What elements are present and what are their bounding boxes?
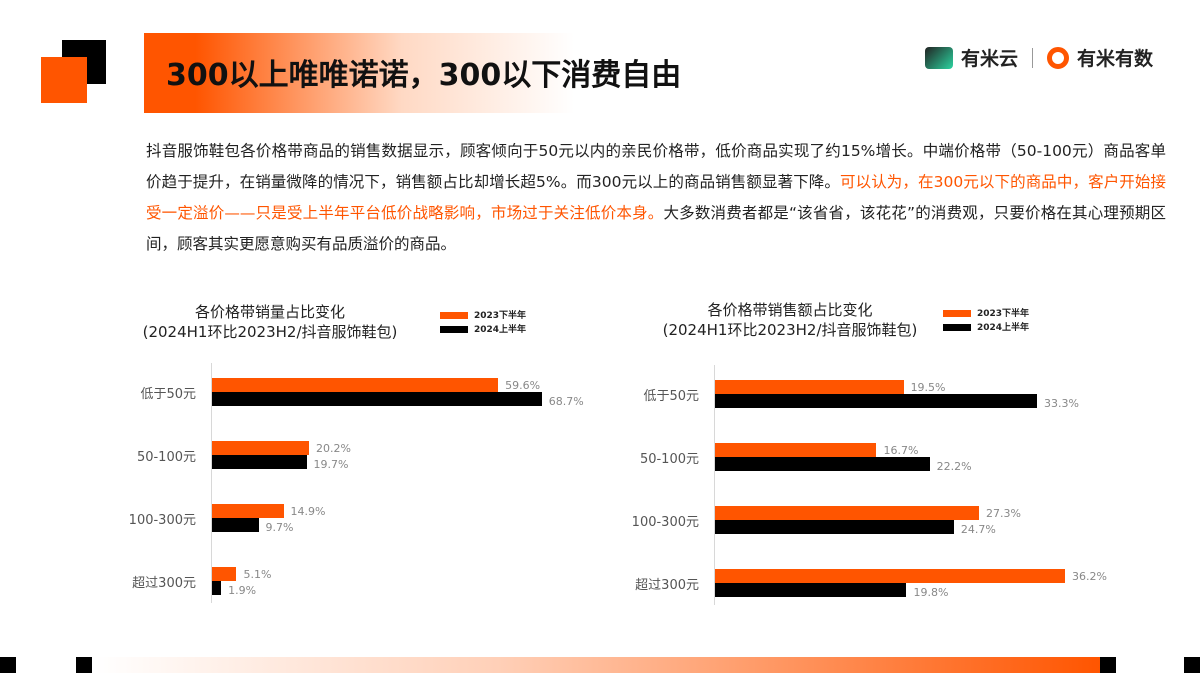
title-band <box>144 33 574 113</box>
footer-gradient-bar <box>95 657 1100 673</box>
para-text-2: 大多数消费者都是“该省省，该花花”的消费观，只要价格在其心理预期区间，顾客其实更… <box>146 204 1166 253</box>
data-label: 5.1% <box>243 568 272 581</box>
footer-square-2 <box>76 657 92 673</box>
bar <box>715 457 930 471</box>
bar <box>212 392 542 406</box>
legend-label: 2024上半年 <box>977 323 1030 333</box>
legend-swatch <box>943 324 971 331</box>
legend-label: 2024上半年 <box>474 325 527 335</box>
footer-square-right <box>1184 657 1200 673</box>
bar <box>715 506 979 520</box>
legend-swatch <box>440 312 468 319</box>
bar <box>212 455 307 469</box>
category-label: 50-100元 <box>136 450 196 465</box>
legend-label: 2023下半年 <box>474 311 527 321</box>
legend-label: 2023下半年 <box>977 309 1030 319</box>
legend-swatch <box>440 326 468 333</box>
youmi-data-logo-icon <box>1047 46 1070 69</box>
bar <box>715 583 907 597</box>
data-label: 19.5% <box>910 381 946 394</box>
category-label: 100-300元 <box>128 513 196 528</box>
category-label: 低于50元 <box>643 389 699 404</box>
category-label: 超过300元 <box>132 576 196 591</box>
logo-shu-text: 有米有数 <box>1077 48 1154 70</box>
legend-item: 2024上半年 <box>943 321 1029 335</box>
data-label: 22.2% <box>936 460 972 473</box>
data-label: 33.3% <box>1044 397 1079 410</box>
data-label: 27.3% <box>985 507 1021 520</box>
data-label: 20.2% <box>315 442 351 455</box>
bar <box>212 378 499 392</box>
category-label: 超过300元 <box>635 578 699 593</box>
logos: 有米云 有米有数 <box>925 44 1153 71</box>
data-label: 16.7% <box>883 444 919 457</box>
category-axis <box>714 365 715 605</box>
data-label: 19.8% <box>913 586 949 599</box>
data-label: 19.7% <box>313 458 349 471</box>
chart-title: 各价格带销售额占比变化 <box>707 301 873 319</box>
bar <box>715 520 954 534</box>
description-paragraph: 抖音服饰鞋包各价格带商品的销售数据显示，顾客倾向于50元以内的亲民价格带，低价商… <box>146 136 1166 260</box>
data-label: 9.7% <box>265 521 294 534</box>
category-axis <box>211 363 212 603</box>
logo-yun-text: 有米云 <box>961 48 1019 70</box>
bar <box>715 569 1066 583</box>
footer-square-left <box>0 657 16 673</box>
bar <box>715 380 904 394</box>
bar <box>212 567 237 581</box>
page-title: 300以上唯唯诺诺，300以下消费自由 <box>166 58 682 93</box>
footer-square-3 <box>1100 657 1116 673</box>
youmi-cloud-logo-icon <box>925 46 953 69</box>
category-label: 50-100元 <box>639 452 699 467</box>
data-label: 24.7% <box>960 523 996 536</box>
legend-item: 2024上半年 <box>440 323 526 337</box>
bar <box>715 394 1037 408</box>
bar <box>212 504 284 518</box>
legend-item: 2023下半年 <box>943 307 1029 321</box>
data-label: 68.7% <box>548 395 584 408</box>
chart-subtitle: (2024H1环比2023H2/抖音服饰鞋包) <box>662 321 918 339</box>
data-label: 14.9% <box>290 505 326 518</box>
para-highlight: 可以认为，在300元以下的商品中，客户开始接受一定溢价——只是受上半年平台低价战… <box>146 173 1166 222</box>
category-label: 100-300元 <box>631 515 699 530</box>
logo-divider <box>1032 47 1034 68</box>
data-label: 59.6% <box>505 379 541 392</box>
bar <box>212 581 222 595</box>
decor-square-orange <box>41 57 87 103</box>
bar <box>212 518 259 532</box>
legend-item: 2023下半年 <box>440 309 526 323</box>
chart-subtitle: (2024H1环比2023H2/抖音服饰鞋包) <box>142 323 398 341</box>
category-label: 低于50元 <box>140 387 196 402</box>
chart-title: 各价格带销量占比变化 <box>194 303 345 321</box>
bar <box>212 441 309 455</box>
para-text-1: 抖音服饰鞋包各价格带商品的销售数据显示，顾客倾向于50元以内的亲民价格带，低价商… <box>146 142 1166 191</box>
data-label: 1.9% <box>228 584 257 597</box>
legend-swatch <box>943 310 971 317</box>
bar <box>715 443 877 457</box>
data-label: 36.2% <box>1072 570 1107 583</box>
